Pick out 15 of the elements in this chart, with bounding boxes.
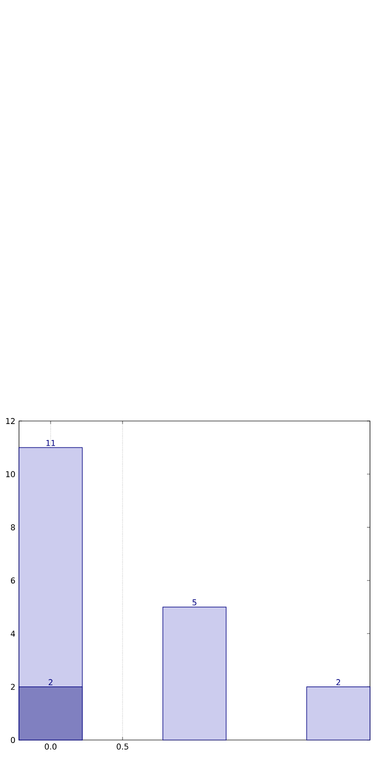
y-tick-label: 2 (10, 684, 15, 690)
data-label: 2 (336, 679, 340, 686)
x-tick-label: 0.5 (116, 744, 128, 750)
data-label: 11 (46, 440, 55, 446)
y-tick-label: 6 (10, 577, 15, 584)
y-tick-label: 4 (10, 630, 16, 637)
x-tick-label: 0.0 (44, 744, 56, 750)
bar (162, 606, 226, 740)
y-tick-label: 10 (6, 471, 15, 478)
y-tick-label: 12 (6, 418, 15, 424)
data-label: 5 (192, 599, 196, 606)
y-tick-label: 0 (10, 736, 15, 744)
bar (306, 686, 370, 740)
y-tick-label: 8 (10, 524, 15, 530)
data-label: 2 (48, 679, 52, 686)
